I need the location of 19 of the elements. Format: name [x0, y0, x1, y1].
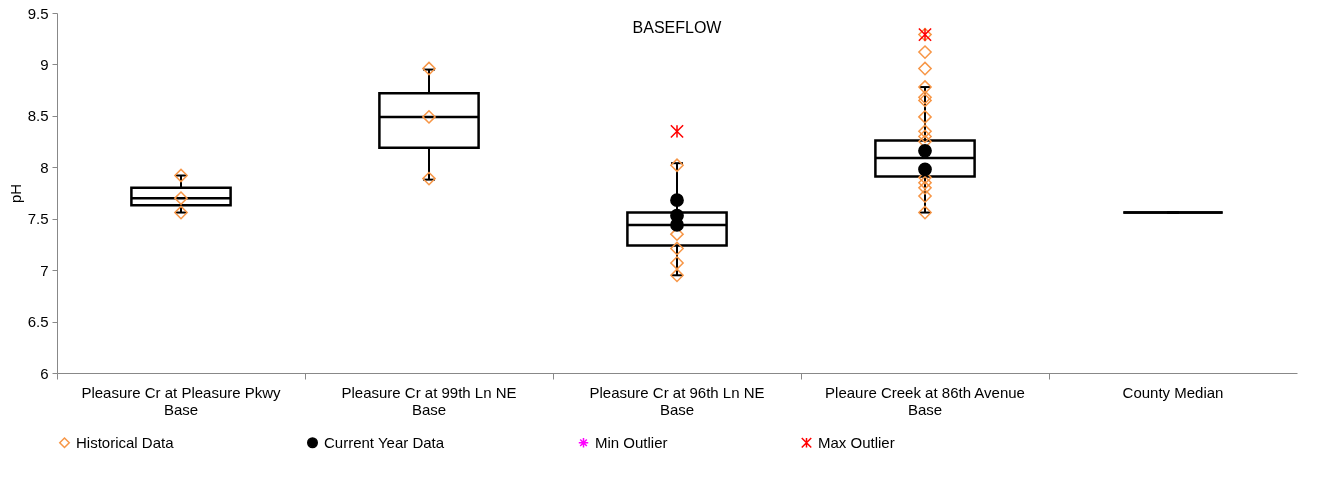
y-axis-title: pH	[6, 183, 24, 204]
y-tick-label: 6.5	[27, 313, 49, 331]
legend-label: Min Outlier	[595, 433, 668, 451]
y-tick-label: 7	[40, 261, 49, 279]
y-tick-label: 7.5	[27, 210, 49, 228]
chart-title: BASEFLOW	[632, 19, 723, 36]
y-tick-label: 8	[40, 158, 49, 176]
y-tick-label: 6	[40, 364, 49, 382]
y-tick-label: 8.5	[27, 107, 49, 125]
legend-label: Historical Data	[76, 433, 175, 451]
y-tick-label: 9.5	[27, 4, 49, 22]
legend-label: Max Outlier	[818, 433, 895, 451]
x-tick-label: County Median	[1122, 383, 1224, 401]
x-tick-label: Pleasure Cr at 99th Ln NE Base	[341, 383, 517, 418]
x-tick-label: Pleasure Cr at 96th Ln NE Base	[589, 383, 765, 418]
x-tick-label: Pleasure Cr at Pleasure Pkwy Base	[81, 383, 282, 418]
legend-label: Current Year Data	[324, 433, 445, 451]
y-tick-label: 9	[40, 55, 49, 73]
x-tick-label: Pleaure Creek at 86th Avenue Base	[825, 383, 1025, 418]
